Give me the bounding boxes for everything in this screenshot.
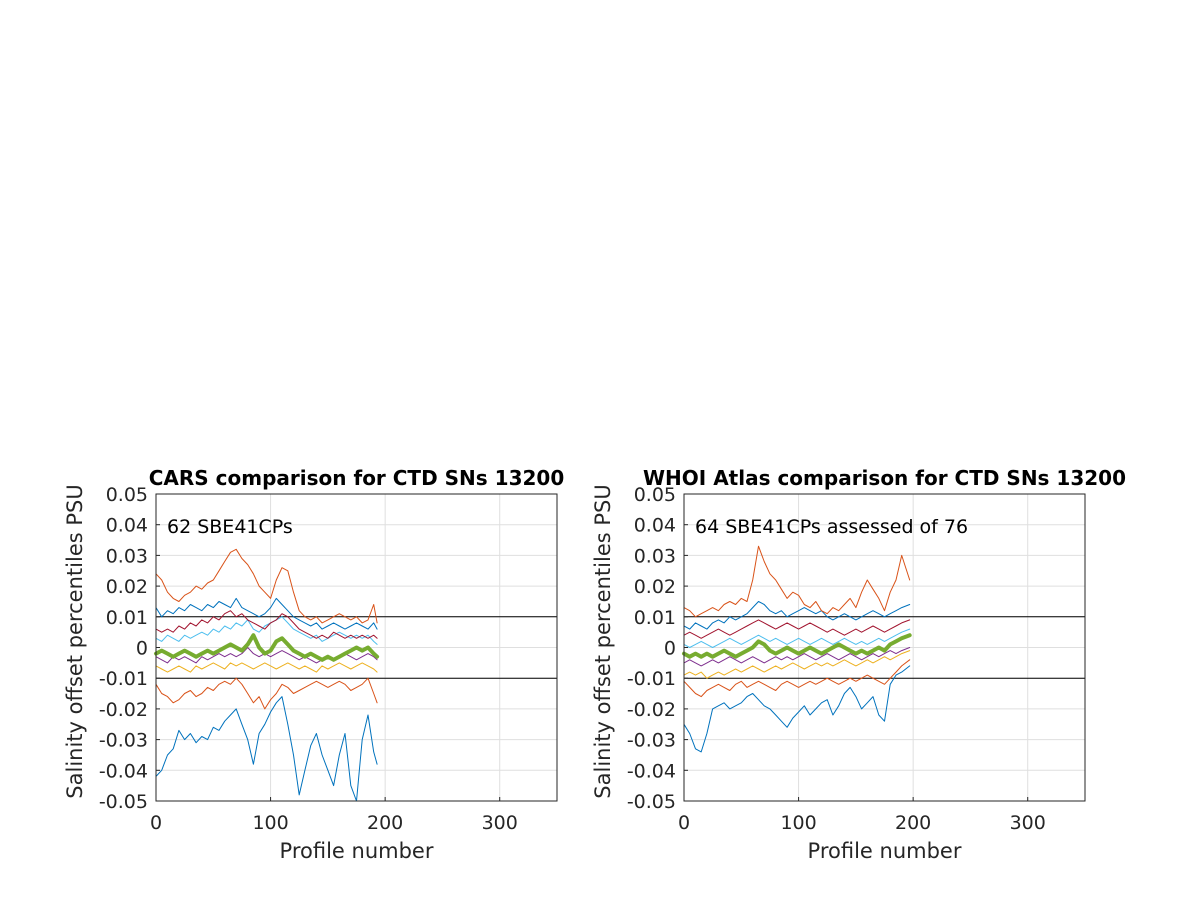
x-tick-label: 0 [150, 812, 162, 834]
y-tick-label: -0.04 [99, 760, 148, 782]
percentile-series-line [155, 597, 378, 630]
median-series-line [154, 633, 380, 662]
y-tick-label: 0.04 [106, 515, 148, 537]
y-tick-label: 0 [136, 638, 148, 660]
chart-title: CARS comparison for CTD SNs 13200 [149, 466, 564, 490]
y-axis-label: Salinity offset percentiles PSU [63, 484, 87, 798]
series-lines [154, 548, 380, 802]
y-tick-label: 0.05 [106, 484, 148, 506]
chart-title: WHOI Atlas comparison for CTD SNs 13200 [643, 466, 1126, 490]
x-axis-label: Profile number [280, 839, 434, 863]
percentile-series-line [683, 650, 911, 679]
axes-frame [683, 493, 1086, 802]
axes-frame [155, 493, 558, 802]
y-tick-label: -0.01 [627, 668, 676, 690]
y-tick-label: 0.02 [634, 576, 676, 598]
y-tick-label: -0.02 [627, 699, 676, 721]
percentile-series-line [155, 677, 378, 710]
float-count-annotation: 64 SBE41CPs assessed of 76 [695, 516, 968, 538]
y-tick-label: -0.05 [627, 791, 676, 813]
y-tick-label: 0 [664, 638, 676, 660]
x-tick-label: 200 [895, 812, 931, 834]
y-tick-label: -0.03 [627, 730, 676, 752]
axes-box [683, 493, 1086, 802]
percentile-series-line [155, 548, 378, 624]
y-tick-label: 0.01 [634, 607, 676, 629]
median-series-line [682, 633, 912, 659]
percentile-series-line [683, 665, 911, 753]
y-tick-label: -0.01 [99, 668, 148, 690]
y-tick-label: 0.03 [106, 545, 148, 567]
percentile-series-line [683, 619, 911, 639]
tick-labels: 0 100 200 300 -0.05 -0.04 -0.03 -0.02 -0.01 0 0.01… [99, 484, 518, 834]
percentile-series-line [683, 659, 911, 698]
y-tick-label: 0.02 [106, 576, 148, 598]
grid-lines [683, 493, 1085, 802]
percentile-series-line [155, 696, 378, 802]
tick-labels: 0 100 200 300 -0.05 -0.04 -0.03 -0.02 -0.01 0 0.01… [627, 484, 1046, 834]
y-tick-label: -0.02 [99, 699, 148, 721]
percentile-series-line [683, 545, 911, 618]
float-count-annotation: 62 SBE41CPs [167, 516, 293, 538]
y-tick-label: 0.05 [634, 484, 676, 506]
percentile-series-line [683, 628, 911, 648]
percentile-series-line [683, 647, 911, 667]
x-tick-label: 100 [780, 812, 816, 834]
x-tick-label: 300 [482, 812, 518, 834]
x-tick-label: 200 [367, 812, 403, 834]
y-tick-label: 0.03 [634, 545, 676, 567]
series-lines [682, 545, 912, 753]
axes-box [155, 493, 558, 802]
percentile-series-line [683, 601, 911, 630]
whoi-atlas-comparison-panel: 0 100 200 300 -0.05 -0.04 -0.03 -0.02 -0.01 0 0.01… [591, 466, 1126, 863]
y-tick-label: -0.05 [99, 791, 148, 813]
percentile-series-line [155, 610, 378, 639]
x-tick-label: 0 [678, 812, 690, 834]
y-tick-label: 0.04 [634, 515, 676, 537]
y-axis-label: Salinity offset percentiles PSU [591, 484, 615, 798]
x-tick-label: 300 [1010, 812, 1046, 834]
cars-comparison-panel: 0 100 200 300 -0.05 -0.04 -0.03 -0.02 -0.01 0 0.01… [63, 466, 564, 863]
percentile-series-line [155, 616, 378, 645]
y-tick-label: -0.04 [627, 760, 676, 782]
y-tick-label: 0.01 [106, 607, 148, 629]
y-tick-label: -0.03 [99, 730, 148, 752]
x-tick-label: 100 [252, 812, 288, 834]
x-axis-label: Profile number [808, 839, 962, 863]
percentile-series-line [155, 662, 378, 673]
